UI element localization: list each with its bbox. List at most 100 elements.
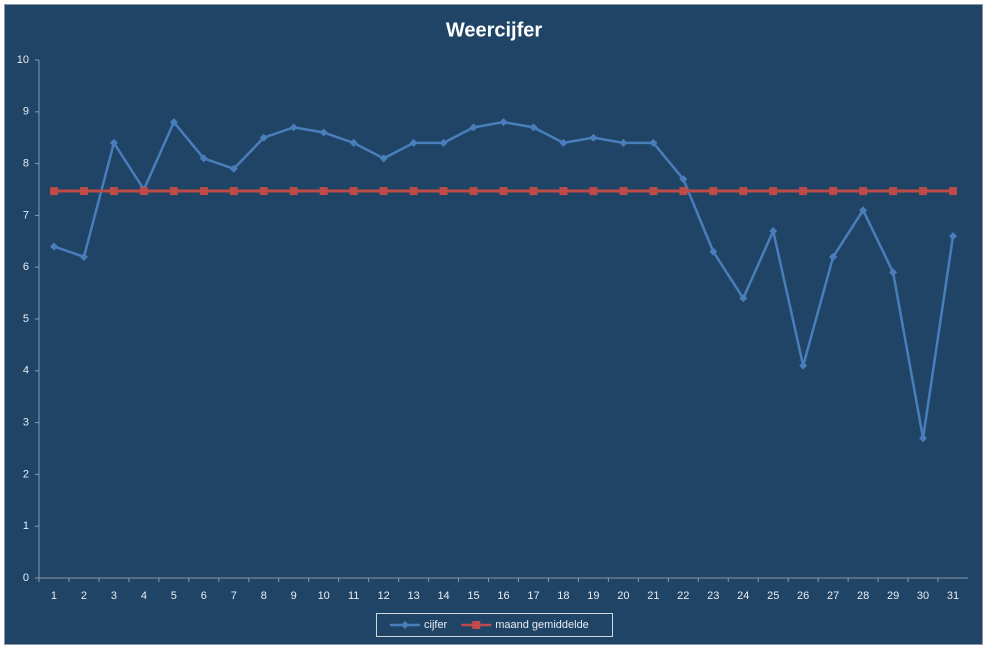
- y-tick-label: 8: [23, 158, 29, 170]
- data-point: [79, 252, 88, 261]
- data-point: [289, 123, 298, 132]
- data-point: [439, 187, 448, 196]
- x-tick-label: 3: [111, 590, 117, 602]
- data-point: [499, 187, 508, 196]
- data-point: [199, 154, 208, 163]
- data-point: [169, 187, 178, 196]
- data-point: [529, 123, 538, 132]
- x-tick-label: 11: [348, 590, 359, 602]
- data-point: [949, 232, 958, 241]
- data-point: [649, 138, 658, 147]
- data-point: [619, 187, 628, 196]
- data-point: [49, 187, 58, 196]
- x-tick-label: 2: [81, 590, 87, 602]
- data-point: [229, 187, 238, 196]
- x-tick-label: 23: [707, 590, 719, 602]
- x-tick-label: 31: [947, 590, 959, 602]
- x-tick-label: 22: [677, 590, 689, 602]
- data-point: [919, 434, 928, 443]
- data-point: [259, 133, 268, 142]
- data-point: [679, 175, 688, 184]
- data-point: [469, 123, 478, 132]
- legend-label: cijfer: [424, 619, 448, 631]
- x-tick-label: 27: [827, 590, 839, 602]
- chart-title: Weercijfer: [446, 19, 543, 41]
- x-tick-label: 13: [407, 590, 419, 602]
- x-tick-label: 8: [261, 590, 267, 602]
- data-point: [529, 187, 538, 196]
- data-point: [589, 133, 598, 142]
- y-tick-label: 5: [23, 313, 29, 325]
- data-point: [589, 187, 598, 196]
- data-point: [739, 294, 748, 303]
- data-point: [769, 187, 778, 196]
- data-point: [169, 118, 178, 127]
- data-point: [469, 187, 478, 196]
- x-tick-label: 10: [318, 590, 330, 602]
- data-point: [289, 187, 298, 196]
- data-point: [829, 187, 838, 196]
- x-tick-label: 6: [201, 590, 207, 602]
- x-tick-label: 12: [378, 590, 390, 602]
- data-point: [799, 361, 808, 370]
- data-point: [439, 138, 448, 147]
- data-point: [259, 187, 268, 196]
- data-point: [79, 187, 88, 196]
- data-point: [919, 187, 928, 196]
- x-tick-label: 20: [617, 590, 629, 602]
- x-tick-label: 26: [797, 590, 809, 602]
- y-tick-label: 10: [17, 54, 29, 66]
- x-tick-label: 25: [767, 590, 779, 602]
- data-point: [109, 187, 118, 196]
- x-tick-label: 1: [51, 590, 57, 602]
- y-tick-label: 4: [23, 365, 29, 377]
- data-point: [619, 138, 628, 147]
- data-point: [859, 187, 868, 196]
- data-point: [379, 154, 388, 163]
- data-point: [889, 187, 898, 196]
- data-point: [319, 187, 328, 196]
- data-point: [709, 247, 718, 256]
- x-tick-label: 21: [647, 590, 659, 602]
- x-tick-label: 18: [557, 590, 569, 602]
- legend: [376, 613, 613, 637]
- data-point: [229, 164, 238, 173]
- data-point: [559, 187, 568, 196]
- x-tick-label: 14: [437, 590, 449, 602]
- x-tick-label: 9: [291, 590, 297, 602]
- data-point: [499, 118, 508, 127]
- x-tick-label: 30: [917, 590, 929, 602]
- data-point: [349, 187, 358, 196]
- data-point: [739, 187, 748, 196]
- y-tick-label: 9: [23, 106, 29, 118]
- x-tick-label: 15: [467, 590, 479, 602]
- data-point: [889, 268, 898, 277]
- x-tick-label: 19: [587, 590, 599, 602]
- y-tick-label: 1: [23, 520, 29, 532]
- x-tick-label: 17: [527, 590, 539, 602]
- data-point: [709, 187, 718, 196]
- y-tick-label: 3: [23, 417, 29, 429]
- x-tick-label: 28: [857, 590, 869, 602]
- x-tick-label: 7: [231, 590, 237, 602]
- x-tick-label: 16: [497, 590, 509, 602]
- legend-marker: [401, 621, 409, 629]
- data-point: [649, 187, 658, 196]
- x-tick-label: 5: [171, 590, 177, 602]
- data-point: [349, 138, 358, 147]
- y-tick-label: 7: [23, 209, 29, 221]
- data-point: [49, 242, 58, 251]
- x-tick-label: 29: [887, 590, 899, 602]
- y-tick-label: 2: [23, 468, 29, 480]
- data-point: [679, 187, 688, 196]
- data-point: [409, 187, 418, 196]
- data-point: [769, 226, 778, 235]
- data-point: [409, 138, 418, 147]
- data-point: [799, 187, 808, 196]
- x-tick-label: 24: [737, 590, 749, 602]
- data-point: [829, 252, 838, 261]
- data-point: [109, 138, 118, 147]
- data-point: [199, 187, 208, 196]
